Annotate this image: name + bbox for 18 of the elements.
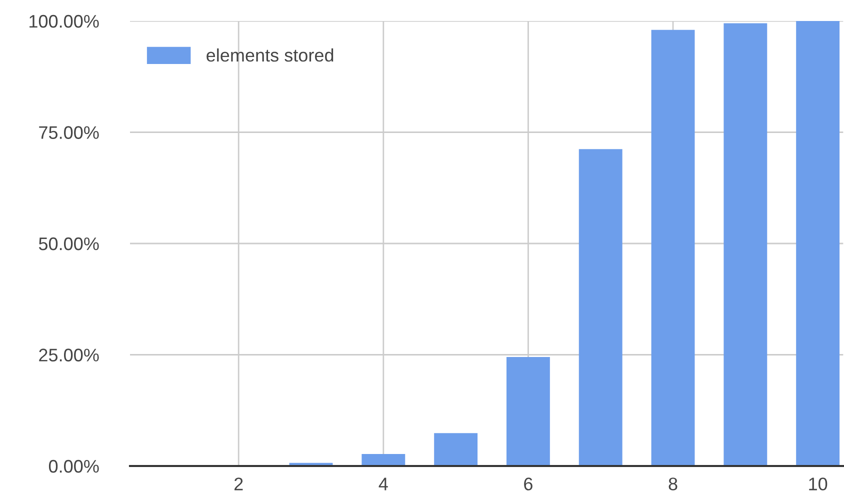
bar	[362, 454, 406, 466]
bar	[506, 356, 550, 466]
bar	[651, 30, 695, 466]
y-tick-label: 25.00%	[39, 348, 99, 362]
y-tick-label: 100.00%	[30, 14, 99, 28]
x-tick-label: 10	[809, 478, 828, 490]
y-tick-label: 75.00%	[39, 126, 99, 139]
bar	[724, 23, 768, 466]
x-tick-label: 8	[668, 478, 678, 490]
x-tick-label: 6	[524, 478, 532, 490]
y-tick-label: 0.00%	[48, 460, 99, 473]
x-tick-label: 4	[378, 478, 388, 490]
bar	[578, 149, 622, 466]
bar	[434, 433, 478, 466]
y-tick-label: 50.00%	[38, 237, 99, 250]
x-tick-label: 2	[234, 478, 243, 490]
legend-label: elements stored	[206, 48, 334, 62]
bar	[796, 21, 840, 466]
